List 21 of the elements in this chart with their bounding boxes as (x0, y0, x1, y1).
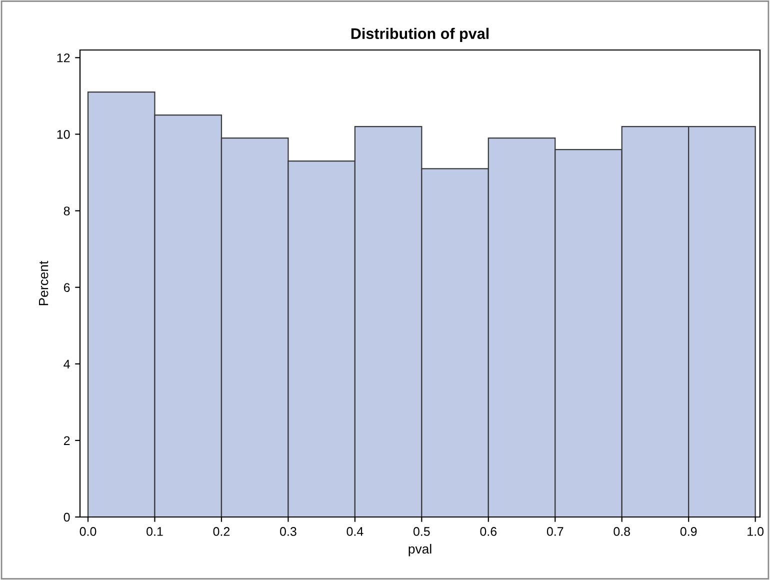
x-tick-label: 1.0 (748, 527, 764, 536)
x-tick-label: 0.7 (546, 527, 564, 536)
y-tick-label: 2 (64, 436, 70, 445)
x-tick-label: 0.4 (346, 527, 364, 536)
y-axis-title: Percent (39, 260, 48, 306)
x-tick-label: 0.3 (280, 527, 296, 536)
x-tick-label: 0.9 (680, 527, 697, 536)
x-axis-title: pval (408, 544, 432, 556)
x-tick-label: 0.6 (480, 527, 497, 536)
y-tick-label: 8 (64, 206, 70, 216)
x-tick-label: 0.1 (146, 527, 163, 536)
x-tick-label: 0.8 (614, 527, 630, 536)
y-tick-label: 4 (64, 360, 70, 368)
y-tick-label: 10 (57, 130, 70, 139)
chart-title: Distribution of pval (351, 28, 489, 42)
x-tick-label: 0.5 (413, 527, 430, 536)
x-tick-label: 0.2 (213, 527, 230, 536)
y-tick-label: 12 (57, 53, 70, 62)
x-tick-label: 0.0 (80, 527, 96, 536)
y-tick-label: 6 (64, 283, 70, 292)
y-tick-label: 0 (64, 512, 70, 522)
